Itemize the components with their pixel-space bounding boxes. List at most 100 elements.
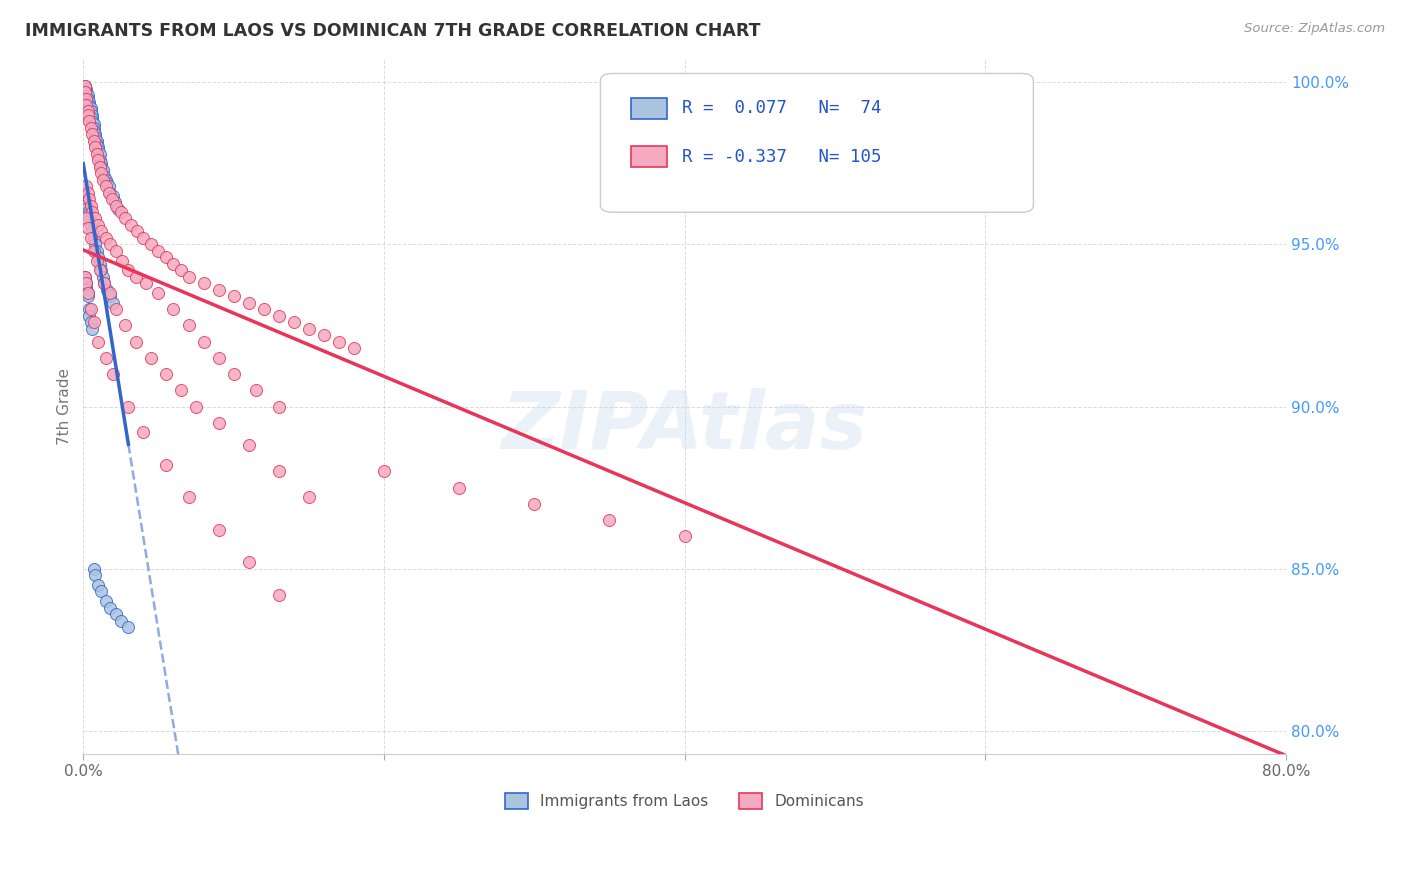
Point bbox=[83, 231, 105, 245]
Point bbox=[170, 263, 193, 277]
Point bbox=[80, 104, 103, 119]
Point bbox=[75, 179, 97, 194]
Point bbox=[120, 218, 142, 232]
Point bbox=[84, 130, 107, 145]
Point bbox=[298, 491, 321, 505]
Point bbox=[76, 286, 98, 301]
Point bbox=[73, 195, 96, 210]
Point bbox=[91, 172, 114, 186]
Bar bbox=[630, 98, 666, 119]
Point bbox=[238, 438, 260, 452]
Point bbox=[75, 85, 97, 99]
Point bbox=[75, 283, 97, 297]
Point bbox=[82, 205, 104, 219]
Point bbox=[80, 198, 103, 212]
Point bbox=[89, 263, 111, 277]
Point bbox=[73, 78, 96, 93]
Point bbox=[93, 169, 115, 184]
Point bbox=[898, 75, 921, 89]
Point bbox=[162, 257, 184, 271]
Point bbox=[75, 277, 97, 291]
Point bbox=[76, 221, 98, 235]
Point bbox=[87, 140, 110, 154]
Point bbox=[79, 95, 101, 109]
Point bbox=[90, 584, 112, 599]
Point bbox=[89, 153, 111, 168]
Point bbox=[135, 277, 157, 291]
Point bbox=[84, 211, 107, 226]
Point bbox=[75, 91, 97, 105]
Point bbox=[523, 497, 546, 511]
Point bbox=[84, 140, 107, 154]
Point bbox=[104, 195, 127, 210]
Point bbox=[267, 309, 290, 323]
Point bbox=[177, 491, 200, 505]
Point bbox=[111, 253, 134, 268]
Point bbox=[125, 334, 148, 349]
Point bbox=[117, 263, 139, 277]
Point bbox=[107, 202, 129, 216]
Point bbox=[79, 309, 101, 323]
Point bbox=[84, 237, 107, 252]
Point bbox=[598, 513, 620, 527]
Point bbox=[127, 224, 149, 238]
Point bbox=[96, 283, 118, 297]
Point bbox=[253, 302, 276, 317]
Point bbox=[105, 302, 128, 317]
Point bbox=[155, 367, 177, 381]
Point bbox=[79, 192, 101, 206]
Point bbox=[75, 202, 97, 216]
Point bbox=[267, 400, 290, 414]
Point bbox=[90, 156, 112, 170]
Point bbox=[76, 286, 98, 301]
Text: IMMIGRANTS FROM LAOS VS DOMINICAN 7TH GRADE CORRELATION CHART: IMMIGRANTS FROM LAOS VS DOMINICAN 7TH GR… bbox=[25, 22, 761, 40]
Point bbox=[105, 607, 128, 621]
Point bbox=[82, 224, 104, 238]
Point bbox=[76, 186, 98, 200]
Point bbox=[87, 153, 110, 168]
Text: R = -0.337   N= 105: R = -0.337 N= 105 bbox=[682, 148, 882, 166]
Point bbox=[75, 279, 97, 293]
Legend: Immigrants from Laos, Dominicans: Immigrants from Laos, Dominicans bbox=[499, 787, 870, 815]
Text: R =  0.077   N=  74: R = 0.077 N= 74 bbox=[682, 99, 882, 117]
Text: ZIPAtlas: ZIPAtlas bbox=[502, 388, 868, 467]
Point bbox=[79, 211, 101, 226]
Point bbox=[79, 302, 101, 317]
Point bbox=[83, 120, 105, 135]
Point bbox=[75, 277, 97, 291]
Point bbox=[170, 384, 193, 398]
Point bbox=[90, 224, 112, 238]
Point bbox=[82, 111, 104, 125]
Point bbox=[139, 237, 162, 252]
Point bbox=[117, 400, 139, 414]
Point bbox=[89, 146, 111, 161]
Point bbox=[80, 302, 103, 317]
Point bbox=[79, 114, 101, 128]
Point bbox=[449, 481, 471, 495]
Point bbox=[193, 334, 215, 349]
Point bbox=[80, 120, 103, 135]
Point bbox=[103, 367, 125, 381]
Point bbox=[98, 237, 121, 252]
Point bbox=[105, 198, 128, 212]
Point bbox=[98, 186, 121, 200]
Point bbox=[98, 289, 121, 303]
Point bbox=[87, 144, 110, 158]
Point bbox=[114, 211, 136, 226]
Point bbox=[103, 188, 125, 202]
Point bbox=[283, 315, 305, 329]
Point bbox=[94, 594, 117, 608]
Point bbox=[90, 166, 112, 180]
Point bbox=[73, 78, 96, 93]
Point bbox=[87, 251, 110, 265]
Point bbox=[94, 231, 117, 245]
Point bbox=[83, 124, 105, 138]
Point bbox=[76, 205, 98, 219]
Point bbox=[75, 98, 97, 112]
Point bbox=[76, 208, 98, 222]
Point bbox=[117, 620, 139, 634]
Point bbox=[73, 269, 96, 284]
Point bbox=[312, 328, 335, 343]
Point bbox=[83, 134, 105, 148]
Point bbox=[98, 600, 121, 615]
